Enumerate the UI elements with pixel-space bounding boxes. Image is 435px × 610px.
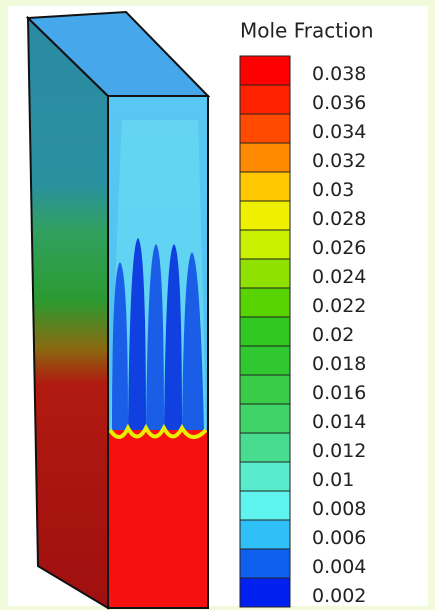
legend-swatch — [239, 287, 291, 318]
legend-swatch — [239, 258, 291, 289]
legend-swatch — [239, 519, 291, 550]
legend: 0.038 0.036 0.034 0.032 0.03 0.028 0.026 0.024 0… — [239, 55, 366, 608]
legend-label: 0.016 — [312, 382, 366, 404]
legend-label: 0.006 — [312, 527, 366, 549]
legend-swatch — [239, 548, 291, 579]
legend-swatch — [239, 113, 291, 144]
legend-label: 0.034 — [312, 121, 366, 143]
legend-label: 0.022 — [312, 295, 366, 317]
legend-label: 0.01 — [312, 469, 354, 491]
legend-swatch — [239, 403, 291, 434]
legend-swatch — [239, 84, 291, 115]
front-heavy-region — [108, 430, 208, 608]
legend-swatch — [239, 461, 291, 492]
legend-label: 0.024 — [312, 266, 366, 288]
legend-label: 0.038 — [312, 63, 366, 85]
legend-title: Mole Fraction — [240, 19, 374, 43]
legend-swatch — [239, 374, 291, 405]
legend-swatch — [239, 345, 291, 376]
legend-label: 0.018 — [312, 353, 366, 375]
legend-label: 0.002 — [312, 585, 366, 607]
legend-label: 0.032 — [312, 150, 366, 172]
fingers — [108, 238, 208, 439]
legend-swatch — [239, 200, 291, 231]
legend-label: 0.028 — [312, 208, 366, 230]
legend-label: 0.026 — [312, 237, 366, 259]
side-face — [26, 15, 109, 610]
legend-label: 0.02 — [312, 324, 354, 346]
legend-label: 0.036 — [312, 92, 366, 114]
legend-swatch — [239, 316, 291, 347]
legend-label: 0.03 — [312, 179, 354, 201]
front-outline — [107, 95, 209, 609]
legend-swatch — [239, 142, 291, 173]
legend-label: 0.012 — [312, 440, 366, 462]
legend-swatch — [239, 432, 291, 463]
legend-swatch — [239, 171, 291, 202]
simulation-box — [25, 10, 211, 610]
legend-swatch — [239, 577, 291, 608]
legend-label: 0.004 — [312, 556, 366, 578]
legend-swatch — [239, 55, 291, 86]
legend-swatch — [239, 229, 291, 260]
legend-swatch — [239, 490, 291, 521]
legend-label: 0.008 — [312, 498, 366, 520]
legend-label: 0.014 — [312, 411, 366, 433]
